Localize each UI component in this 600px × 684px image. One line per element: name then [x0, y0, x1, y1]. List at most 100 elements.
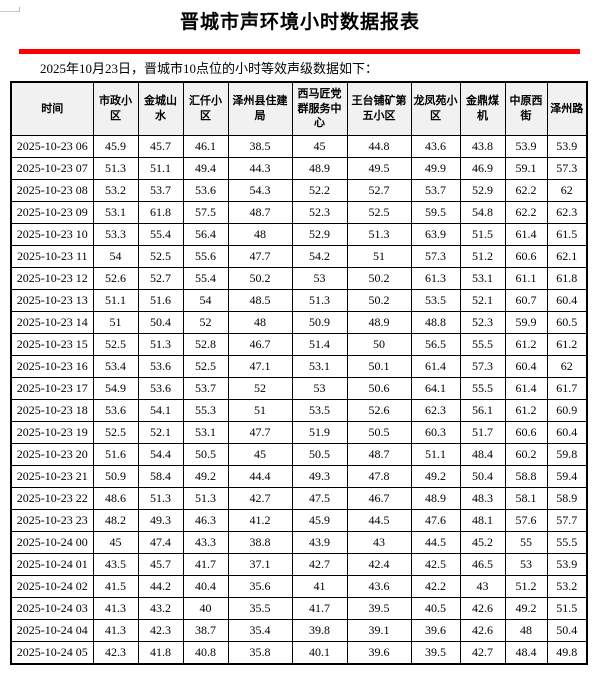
value-cell: 35.6 — [227, 575, 293, 598]
value-cell: 53.7 — [410, 179, 461, 202]
value-cell: 41.2 — [227, 509, 293, 532]
value-cell: 44.5 — [410, 531, 461, 554]
table-row: 2025-10-23 09 53.1 61.8 57.5 48.7 52.3 52.5 59.… — [10, 201, 588, 224]
value-cell: 41.3 — [92, 619, 139, 642]
value-cell: 46.7 — [346, 487, 412, 510]
value-cell: 52.5 — [92, 421, 139, 444]
table-row: 2025-10-23 06 45.9 45.7 46.1 38.5 45 44.8 43.6 4… — [10, 135, 588, 158]
value-cell: 51.5 — [546, 597, 588, 620]
value-cell: 47.7 — [227, 245, 293, 268]
value-cell: 51 — [346, 245, 412, 268]
value-cell: 49.9 — [410, 157, 461, 180]
value-cell: 62.3 — [546, 201, 588, 224]
value-cell: 50.5 — [182, 443, 229, 466]
value-cell: 42.3 — [92, 641, 139, 665]
value-cell: 55.5 — [459, 377, 506, 400]
value-cell: 60.6 — [504, 245, 548, 268]
value-cell: 53.9 — [504, 135, 548, 158]
value-cell: 48.8 — [410, 311, 461, 334]
value-cell: 53.2 — [546, 575, 588, 598]
value-cell: 53 — [291, 377, 348, 400]
value-cell: 48.5 — [227, 289, 293, 312]
value-cell: 49.2 — [182, 465, 229, 488]
value-cell: 50.5 — [346, 421, 412, 444]
header-cell: 汇仟小区 — [182, 81, 229, 136]
value-cell: 47.7 — [227, 421, 293, 444]
value-cell: 41.7 — [182, 553, 229, 576]
value-cell: 53.9 — [546, 553, 588, 576]
value-cell: 45.2 — [459, 531, 506, 554]
time-cell: 2025-10-24 05 — [10, 641, 94, 665]
value-cell: 43.9 — [291, 531, 348, 554]
value-cell: 51.3 — [137, 487, 184, 510]
value-cell: 42.6 — [459, 619, 506, 642]
time-cell: 2025-10-23 06 — [10, 135, 94, 158]
time-cell: 2025-10-23 10 — [10, 223, 94, 246]
table-row: 2025-10-23 16 53.4 53.6 52.5 47.1 53.1 50.1 61.… — [10, 355, 588, 378]
value-cell: 39.6 — [410, 619, 461, 642]
value-cell: 39.5 — [346, 597, 412, 620]
time-cell: 2025-10-23 11 — [10, 245, 94, 268]
value-cell: 35.8 — [227, 641, 293, 665]
value-cell: 61.1 — [504, 267, 548, 290]
value-cell: 57.3 — [459, 355, 506, 378]
value-cell: 47.1 — [227, 355, 293, 378]
value-cell: 43 — [346, 531, 412, 554]
value-cell: 53.3 — [92, 223, 139, 246]
value-cell: 52.5 — [182, 355, 229, 378]
value-cell: 43.5 — [92, 553, 139, 576]
value-cell: 61.4 — [504, 223, 548, 246]
page-title: 晋城市声环境小时数据报表 — [179, 12, 420, 33]
value-cell: 51.7 — [459, 421, 506, 444]
value-cell: 60.9 — [546, 399, 588, 422]
value-cell: 53 — [504, 553, 548, 576]
value-cell: 62.2 — [504, 179, 548, 202]
value-cell: 50.2 — [346, 289, 412, 312]
value-cell: 41 — [291, 575, 348, 598]
red-divider-line — [19, 49, 580, 54]
value-cell: 53.4 — [92, 355, 139, 378]
value-cell: 59.4 — [546, 465, 588, 488]
value-cell: 48.3 — [459, 487, 506, 510]
header-cell: 王台铺矿第五小区 — [346, 81, 412, 136]
value-cell: 45.9 — [92, 135, 139, 158]
value-cell: 53.1 — [459, 267, 506, 290]
value-cell: 52.6 — [346, 399, 412, 422]
table-row: 2025-10-23 12 52.6 52.7 55.4 50.2 53 50.2 61.3 5… — [10, 267, 588, 290]
value-cell: 51.2 — [459, 245, 506, 268]
value-cell: 60.3 — [410, 421, 461, 444]
value-cell: 61.2 — [504, 399, 548, 422]
value-cell: 55.4 — [182, 267, 229, 290]
time-cell: 2025-10-24 02 — [10, 575, 94, 598]
table-row: 2025-10-24 01 43.5 45.7 41.7 37.1 42.7 42.4 42.… — [10, 553, 588, 576]
value-cell: 40.8 — [182, 641, 229, 665]
value-cell: 57.3 — [410, 245, 461, 268]
value-cell: 46.3 — [182, 509, 229, 532]
value-cell: 59.5 — [410, 201, 461, 224]
table-row: 2025-10-23 14 51 50.4 52 48 50.9 48.9 48.8 52.3 5… — [10, 311, 588, 334]
value-cell: 39.6 — [346, 641, 412, 665]
header-cell: 金城山水 — [137, 81, 184, 136]
value-cell: 57.7 — [546, 509, 588, 532]
value-cell: 51.5 — [459, 223, 506, 246]
time-cell: 2025-10-23 23 — [10, 509, 94, 532]
value-cell: 60.2 — [504, 443, 548, 466]
value-cell: 62.3 — [410, 399, 461, 422]
value-cell: 49.2 — [410, 465, 461, 488]
value-cell: 46.1 — [182, 135, 229, 158]
time-cell: 2025-10-23 07 — [10, 157, 94, 180]
value-cell: 40.5 — [410, 597, 461, 620]
value-cell: 48 — [227, 223, 293, 246]
time-cell: 2025-10-23 09 — [10, 201, 94, 224]
value-cell: 53.5 — [410, 289, 461, 312]
value-cell: 54.3 — [227, 179, 293, 202]
value-cell: 49.2 — [504, 597, 548, 620]
value-cell: 42.7 — [291, 553, 348, 576]
value-cell: 48.9 — [291, 157, 348, 180]
value-cell: 41.3 — [92, 597, 139, 620]
value-cell: 64.1 — [410, 377, 461, 400]
value-cell: 44.3 — [227, 157, 293, 180]
value-cell: 57.6 — [504, 509, 548, 532]
value-cell: 52.1 — [137, 421, 184, 444]
value-cell: 61.8 — [137, 201, 184, 224]
